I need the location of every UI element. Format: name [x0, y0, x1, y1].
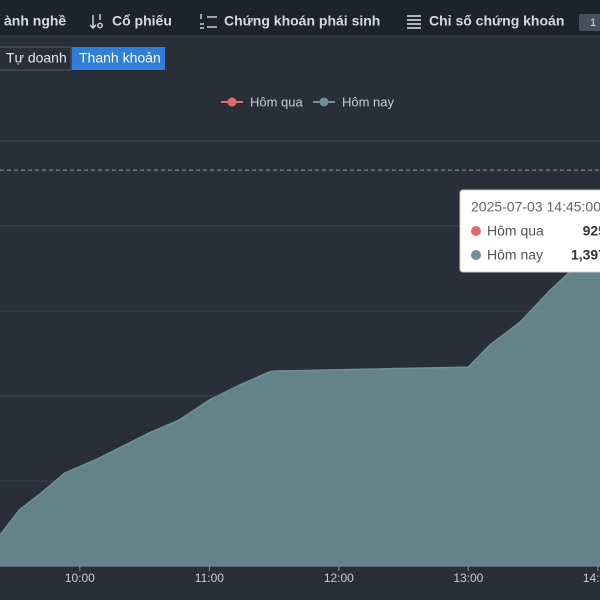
legend-label[interactable]: Hôm nay: [342, 94, 395, 109]
plot: 10:00 11:00 12:00 13:00 14:00: [0, 140, 600, 585]
tab[interactable]: [0, 46, 72, 71]
tooltip-value: 1,397: [571, 247, 600, 263]
legend: Hôm qua Hôm nay: [221, 94, 395, 109]
tooltip-dot: [471, 226, 481, 236]
area: [0, 254, 600, 566]
x-tick-label: 12:00: [324, 571, 354, 585]
legend-label[interactable]: Hôm qua: [250, 94, 304, 109]
sort-icon: [89, 14, 103, 29]
x-tick-label: 10:00: [65, 571, 95, 585]
legend-dot: [319, 97, 329, 107]
tooltip-name: Hôm qua: [487, 223, 544, 239]
tooltip-box: [459, 189, 600, 273]
badge[interactable]: [579, 14, 600, 31]
nav-item[interactable]: Chứng khoán phái sinh: [224, 13, 380, 29]
tab-label: Thanh khoản: [79, 50, 161, 66]
x-tick-label: 11:00: [195, 571, 224, 585]
tooltip-value: 925: [583, 223, 600, 239]
tooltip-title: 2025-07-03 14:45:00: [471, 199, 600, 215]
x-tick-label: 14:00: [583, 571, 600, 585]
badge-text: 1: [590, 17, 596, 29]
tab-label: Tự doanh: [6, 50, 67, 66]
legend-dot: [227, 97, 237, 107]
nav-item[interactable]: Cổ phiếu: [112, 13, 172, 29]
tab-active[interactable]: [72, 47, 165, 70]
x-tick-label: 13:00: [453, 571, 483, 585]
list-icon: [200, 14, 217, 29]
menu-icon: [407, 15, 421, 29]
line: [0, 254, 600, 536]
tooltip-dot: [471, 250, 481, 260]
tooltip: 2025-07-03 14:45:00 Hôm qua 925 Hôm nay …: [459, 189, 600, 273]
nav-item[interactable]: Chỉ số chứng khoán: [429, 13, 564, 29]
tooltip-name: Hôm nay: [487, 247, 543, 263]
nav-item[interactable]: ành nghề: [4, 13, 66, 29]
